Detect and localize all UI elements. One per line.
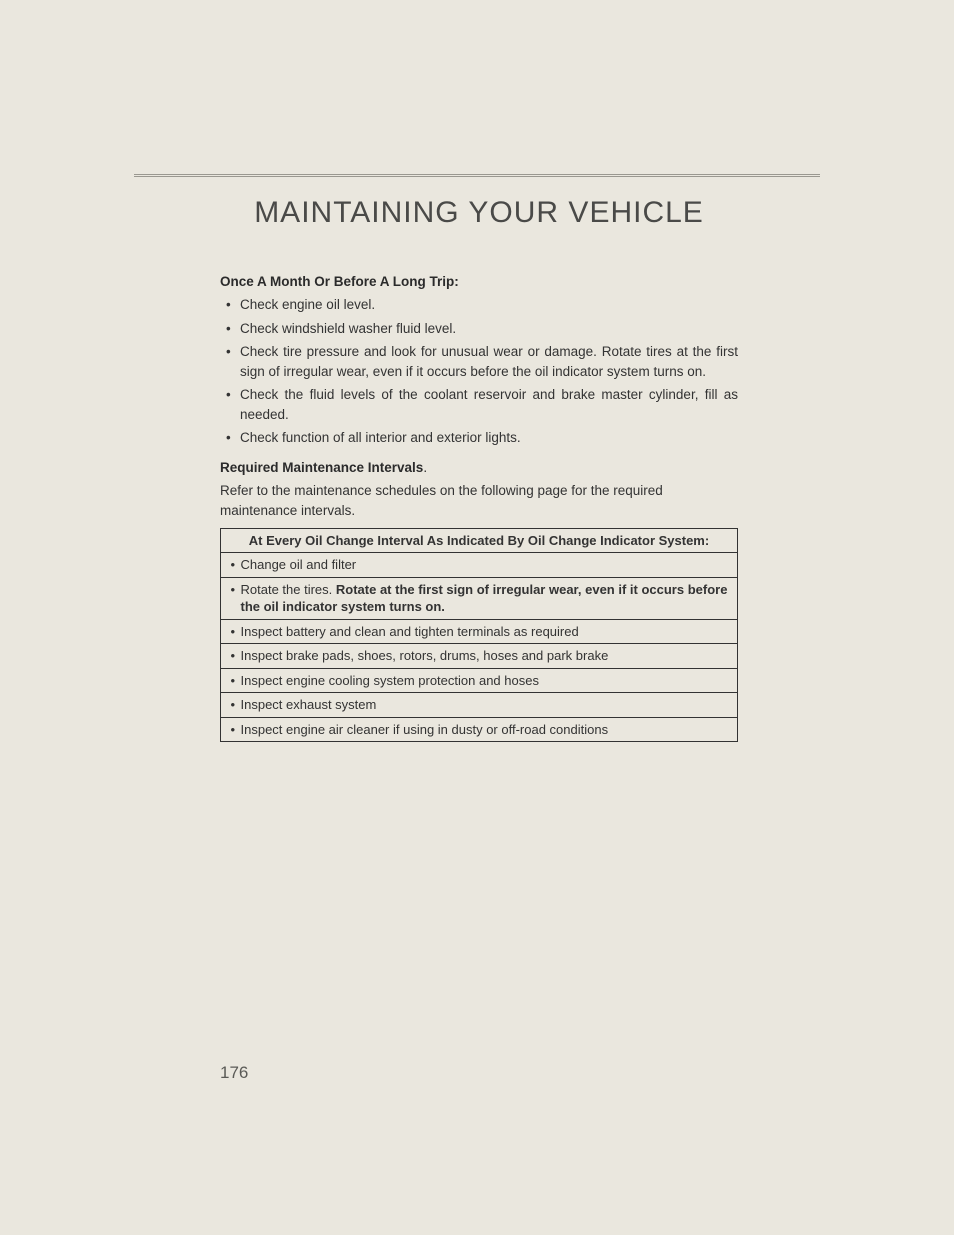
list-item: Check engine oil level. <box>220 295 738 315</box>
bullet-icon: • <box>221 717 241 742</box>
bullet-icon: • <box>221 577 241 619</box>
bullet-icon: • <box>221 619 241 644</box>
table-header-row: At Every Oil Change Interval As Indicate… <box>221 529 738 553</box>
table-row: • Inspect engine air cleaner if using in… <box>221 717 738 742</box>
top-rule <box>134 174 820 177</box>
table-row: • Inspect engine cooling system protecti… <box>221 668 738 693</box>
content-area: MAINTAINING YOUR VEHICLE Once A Month Or… <box>220 196 738 742</box>
row-prefix: Rotate the tires. <box>241 582 336 597</box>
table-cell: Inspect engine cooling system protection… <box>241 668 738 693</box>
list-item: Check windshield washer fluid level. <box>220 319 738 339</box>
table-cell: Change oil and filter <box>241 553 738 578</box>
table-cell: Inspect battery and clean and tighten te… <box>241 619 738 644</box>
section2-heading: Required Maintenance Intervals. <box>220 460 738 475</box>
section2-body: Refer to the maintenance schedules on th… <box>220 481 738 520</box>
section1-checklist: Check engine oil level. Check windshield… <box>220 295 738 448</box>
list-item: Check tire pressure and look for unusual… <box>220 342 738 381</box>
table-cell: Inspect exhaust system <box>241 693 738 718</box>
table-cell: Rotate the tires. Rotate at the first si… <box>241 577 738 619</box>
table-row: • Change oil and filter <box>221 553 738 578</box>
table-row: • Rotate the tires. Rotate at the first … <box>221 577 738 619</box>
section2-heading-text: Required Maintenance Intervals <box>220 460 423 475</box>
table-row: • Inspect brake pads, shoes, rotors, dru… <box>221 644 738 669</box>
table-cell: Inspect brake pads, shoes, rotors, drums… <box>241 644 738 669</box>
maintenance-table: At Every Oil Change Interval As Indicate… <box>220 528 738 742</box>
section1-heading: Once A Month Or Before A Long Trip: <box>220 274 738 289</box>
list-item: Check function of all interior and exter… <box>220 428 738 448</box>
section2-heading-suffix: . <box>423 460 427 475</box>
table-cell: Inspect engine air cleaner if using in d… <box>241 717 738 742</box>
bullet-icon: • <box>221 668 241 693</box>
document-page: MAINTAINING YOUR VEHICLE Once A Month Or… <box>0 0 954 1235</box>
table-header: At Every Oil Change Interval As Indicate… <box>221 529 738 553</box>
page-number: 176 <box>220 1063 248 1083</box>
bullet-icon: • <box>221 693 241 718</box>
list-item: Check the fluid levels of the coolant re… <box>220 385 738 424</box>
bullet-icon: • <box>221 553 241 578</box>
bullet-icon: • <box>221 644 241 669</box>
table-row: • Inspect battery and clean and tighten … <box>221 619 738 644</box>
page-title: MAINTAINING YOUR VEHICLE <box>220 196 738 230</box>
table-row: • Inspect exhaust system <box>221 693 738 718</box>
